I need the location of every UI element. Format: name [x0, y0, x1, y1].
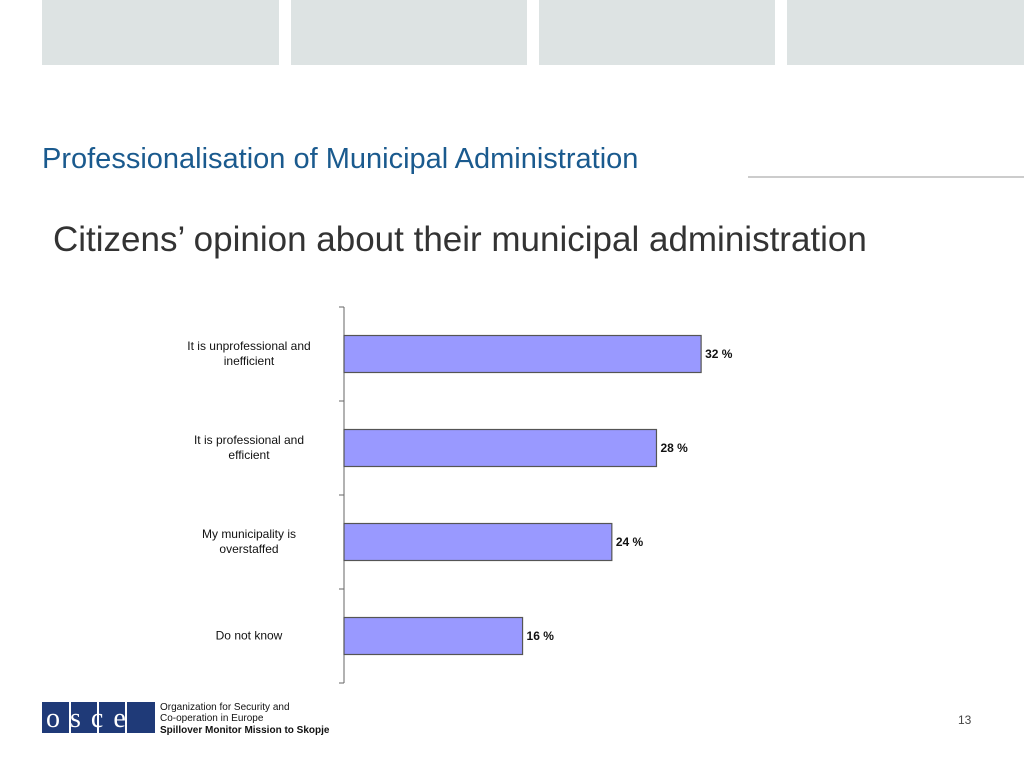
category-label: It is unprofessional and inefficient	[187, 339, 311, 368]
org-line: Spillover Monitor Mission to Skopje	[160, 725, 330, 736]
slide-title: Professionalisation of Municipal Adminis…	[42, 143, 638, 175]
category-label: It is professional and efficient	[193, 433, 305, 462]
org-line: Co-operation in Europe	[160, 713, 264, 724]
category-label: Do not know	[215, 628, 283, 643]
value-label: 16 %	[526, 629, 554, 643]
header-block	[539, 0, 775, 65]
header-block	[787, 0, 1024, 65]
bar	[343, 522, 613, 562]
value-label: 32 %	[705, 347, 733, 361]
bar	[343, 428, 658, 468]
value-label: 28 %	[660, 441, 688, 455]
value-label: 24 %	[615, 535, 644, 549]
chart	[339, 306, 702, 684]
category-label: My municipality is overstaffed	[201, 527, 297, 556]
page-number: 13	[958, 713, 972, 727]
bar	[343, 334, 702, 374]
logo-text: osce	[46, 703, 136, 734]
header-block	[291, 0, 527, 65]
bar	[343, 616, 524, 656]
header-block	[42, 0, 279, 65]
chart-title: Citizens’ opinion about their municipal …	[53, 220, 867, 259]
org-line: Organization for Security and	[160, 702, 290, 713]
